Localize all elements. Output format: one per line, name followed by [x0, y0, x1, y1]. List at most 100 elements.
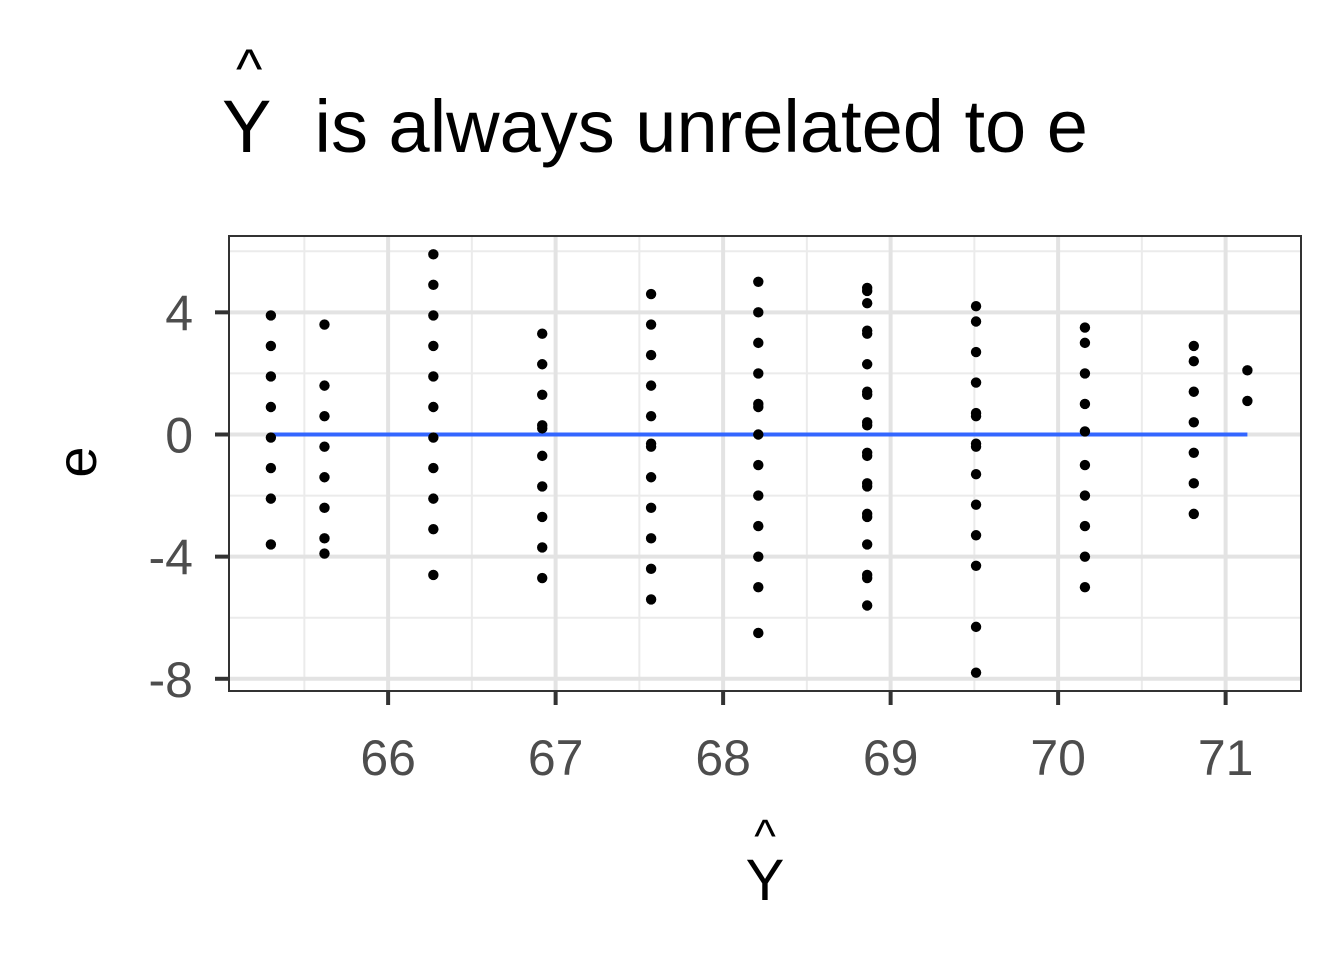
data-point [645, 472, 657, 483]
data-point [1079, 426, 1091, 437]
x-tick-label: 68 [695, 730, 751, 786]
data-point [861, 511, 873, 523]
data-point [428, 371, 439, 382]
y-tick-label: -4 [149, 530, 193, 586]
data-point [428, 462, 439, 474]
data-point [1188, 386, 1200, 397]
x-axis-title-hat: ^ [754, 810, 776, 862]
data-point [1242, 365, 1253, 376]
data-point [753, 337, 764, 349]
data-point [645, 380, 657, 391]
data-point [428, 569, 439, 581]
x-tick-label: 71 [1198, 730, 1254, 786]
data-point [1079, 459, 1091, 471]
data-point [861, 389, 873, 400]
data-point [1079, 490, 1091, 501]
data-point [861, 328, 873, 339]
data-points [265, 249, 1253, 678]
data-point [970, 667, 982, 678]
x-tick-label: 67 [528, 730, 584, 786]
data-point [1188, 478, 1200, 489]
data-point [1188, 417, 1200, 428]
data-point [645, 563, 657, 575]
data-point [319, 380, 330, 391]
data-point [537, 389, 548, 400]
data-point [1188, 356, 1200, 367]
x-tick-label: 66 [360, 730, 416, 786]
data-point [1079, 337, 1091, 349]
y-axis-label: e [45, 446, 108, 477]
data-point [537, 481, 548, 492]
data-point [319, 410, 330, 422]
data-point [645, 319, 657, 330]
data-point [428, 310, 439, 321]
data-point [1188, 340, 1200, 352]
data-point [861, 420, 873, 431]
data-point [428, 432, 439, 443]
data-point [1079, 368, 1091, 379]
data-point [970, 468, 982, 480]
data-point [1242, 395, 1253, 407]
data-point [265, 401, 277, 413]
data-point [753, 459, 764, 471]
x-tick-label: 70 [1030, 730, 1086, 786]
data-point [970, 377, 982, 388]
data-point [970, 316, 982, 327]
data-point [265, 371, 277, 382]
y-tick-label: 0 [165, 407, 193, 463]
data-point [645, 349, 657, 361]
data-point [970, 410, 982, 422]
data-point [645, 533, 657, 544]
data-point [861, 297, 873, 309]
data-point [861, 481, 873, 492]
data-point [537, 328, 548, 339]
data-point [265, 432, 277, 443]
data-point [1079, 322, 1091, 333]
y-axis-title: e [45, 446, 108, 477]
data-point [753, 307, 764, 318]
data-point [1079, 398, 1091, 410]
data-point [319, 502, 330, 513]
x-tick-label: 69 [863, 730, 919, 786]
data-point [537, 542, 548, 553]
chart-title: Y ^ is always unrelated to e [222, 37, 1088, 168]
y-axis: 4 0 -4 -8 [149, 285, 229, 708]
data-point [265, 462, 277, 474]
data-point [645, 594, 657, 605]
data-point [1079, 551, 1091, 562]
data-point [319, 472, 330, 483]
data-point [265, 310, 277, 321]
data-point [753, 429, 764, 440]
data-point [861, 450, 873, 462]
data-point [861, 572, 873, 584]
data-point [265, 340, 277, 352]
data-point [319, 548, 330, 559]
y-tick-label: 4 [165, 285, 193, 341]
data-point [645, 410, 657, 422]
data-point [265, 493, 277, 504]
data-point [428, 401, 439, 413]
x-axis: 66 67 68 69 70 71 [360, 691, 1253, 786]
data-point [753, 401, 764, 413]
y-tick-label: -8 [149, 652, 193, 708]
data-point [1188, 447, 1200, 459]
title-text: is always unrelated to e [294, 85, 1088, 168]
data-point [970, 441, 982, 452]
data-point [861, 539, 873, 550]
data-point [970, 346, 982, 358]
data-point [265, 539, 277, 550]
data-point [537, 450, 548, 462]
data-point [970, 530, 982, 541]
data-point [753, 581, 764, 593]
data-point [753, 520, 764, 532]
data-point [428, 279, 439, 291]
data-point [1079, 520, 1091, 532]
data-point [970, 499, 982, 510]
data-point [753, 368, 764, 379]
data-point [428, 340, 439, 352]
data-point [537, 359, 548, 370]
data-point [428, 493, 439, 504]
title-symbol: Y [222, 85, 271, 168]
data-point [319, 533, 330, 544]
data-point [428, 523, 439, 535]
